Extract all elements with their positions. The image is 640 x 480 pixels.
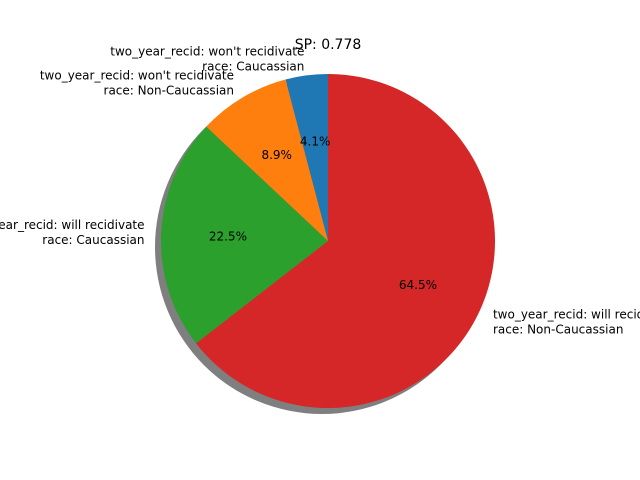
percent-label-3: 22.5%: [209, 229, 247, 243]
pie-slice-3: [161, 126, 328, 344]
slice-label-2: two_year_recid: won't recidivate race: No…: [40, 69, 234, 98]
slice-labels: two_year_recid: won't recidivate race: Ca…: [0, 44, 640, 336]
slice-label-1: two_year_recid: won't recidivate race: Ca…: [110, 44, 304, 73]
percent-label-2: 8.9%: [261, 148, 292, 162]
pie-slices: [161, 74, 496, 409]
pie-slice-1: [285, 74, 328, 241]
percent-labels: 4.1% 8.9% 22.5% 64.5%: [209, 135, 437, 292]
chart-title: SP: 0.778: [295, 37, 362, 53]
pie-slice-2: [206, 79, 328, 242]
percent-label-4: 64.5%: [399, 278, 437, 292]
percent-label-1: 4.1%: [300, 135, 331, 149]
pie-slice-4: [196, 74, 496, 409]
